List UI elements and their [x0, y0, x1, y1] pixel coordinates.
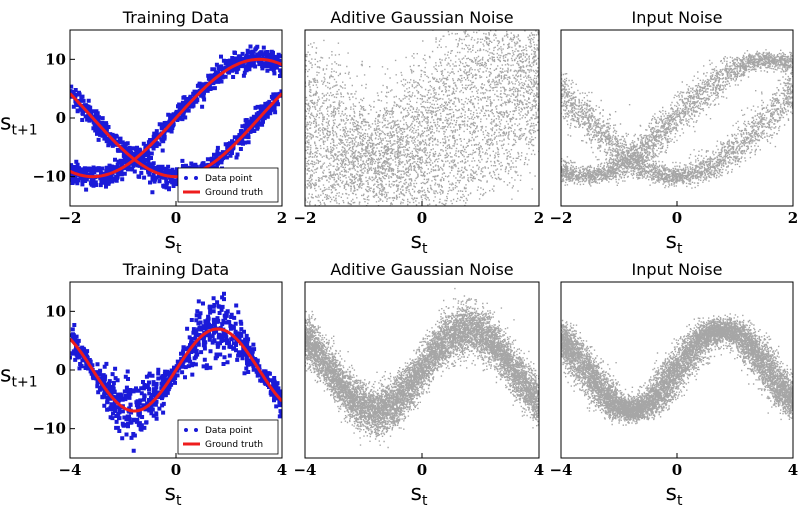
legend: Data point Ground truth [177, 167, 279, 203]
y-tick-label: 10 [45, 50, 66, 68]
legend-label-ground-truth: Ground truth [205, 188, 263, 198]
legend-box [177, 419, 279, 455]
legend: Data point Ground truth [177, 419, 279, 455]
x-tick-label: 2 [534, 209, 544, 227]
legend-point-marker [184, 176, 188, 180]
legend-label-data-point: Data point [205, 426, 253, 436]
chart-title: Training Data [122, 260, 229, 279]
x-tick-label: 0 [417, 209, 427, 227]
legend-point-marker [184, 428, 188, 432]
x-axis-label: st [411, 229, 428, 257]
x-tick-label: −2 [549, 209, 572, 227]
y-tick-label: 10 [45, 302, 66, 320]
chart-title: Training Data [122, 8, 229, 27]
chart-title: Aditive Gaussian Noise [330, 8, 513, 27]
subplot-5 [304, 281, 540, 459]
y-tick-label: 0 [56, 109, 66, 127]
legend-point-marker [194, 176, 198, 180]
x-tick-label: 0 [672, 461, 682, 479]
y-axis-label: st+1 [0, 111, 38, 139]
data-points [305, 287, 539, 449]
y-tick-label: −10 [33, 168, 66, 186]
plot-area [305, 30, 539, 206]
subplot-2 [304, 29, 540, 207]
plot-area [561, 30, 793, 206]
x-tick-label: 4 [788, 461, 798, 479]
x-axis-label: st [666, 229, 683, 257]
plot-area [561, 282, 793, 458]
x-axis-label: st [411, 481, 428, 506]
ground-truth-line [70, 57, 282, 179]
x-tick-label: 4 [534, 461, 544, 479]
x-tick-label: 4 [277, 461, 287, 479]
legend-label-ground-truth: Ground truth [205, 440, 263, 450]
subplot-4: Data point Ground truth [69, 281, 283, 459]
subplot-6 [560, 281, 794, 459]
x-tick-label: 0 [672, 209, 682, 227]
x-tick-label: −2 [58, 209, 81, 227]
y-tick-label: −10 [33, 420, 66, 438]
x-tick-label: 2 [788, 209, 798, 227]
legend-box [177, 167, 279, 203]
data-points [561, 313, 793, 426]
x-axis-label: st [165, 229, 182, 257]
data-points [305, 30, 539, 206]
legend-label-data-point: Data point [205, 174, 253, 184]
plot-area [305, 282, 539, 458]
legend-point-marker [194, 428, 198, 432]
subplot-1: Data point Ground truth [69, 29, 283, 207]
chart-title: Input Noise [632, 260, 723, 279]
x-axis-label: st [666, 481, 683, 506]
ground-truth-line [70, 327, 282, 413]
chart-title: Aditive Gaussian Noise [330, 260, 513, 279]
data-points [561, 49, 793, 189]
x-tick-label: −4 [58, 461, 81, 479]
y-tick-label: 0 [56, 361, 66, 379]
x-tick-label: 0 [417, 461, 427, 479]
x-tick-label: −4 [549, 461, 572, 479]
ground-truth-line [70, 92, 282, 179]
x-tick-label: −2 [293, 209, 316, 227]
y-axis-label: st+1 [0, 363, 38, 391]
x-tick-label: 0 [171, 209, 181, 227]
chart-title: Input Noise [632, 8, 723, 27]
x-axis-label: st [165, 481, 182, 506]
x-tick-label: 2 [277, 209, 287, 227]
x-tick-label: −4 [293, 461, 316, 479]
subplot-3 [560, 29, 794, 207]
x-tick-label: 0 [171, 461, 181, 479]
